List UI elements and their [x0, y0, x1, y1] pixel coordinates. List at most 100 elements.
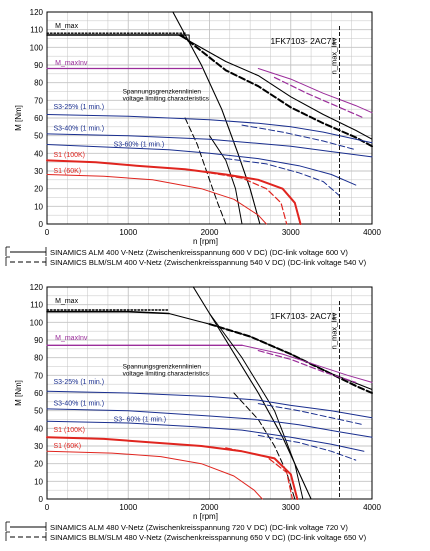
series-line-s3-60-dashed: [225, 158, 340, 197]
torque-speed-chart-top: 0 10 20 30 40 50 60 70 80 90 100 110 120 0 1000 2000 300…: [5, 8, 381, 267]
series-line-s3-40: [46, 408, 373, 438]
y-tick-label: 40: [34, 424, 43, 433]
series-line-limit-solid-b: [209, 313, 304, 500]
series-line-s1-60k: [46, 174, 267, 225]
nmaxinv-label: n_max_Inv: [330, 37, 339, 74]
s1-100k-label: S1 (100K): [54, 427, 86, 434]
s1-60k-label: S1 (60K): [54, 168, 82, 175]
y-tick-label: 110: [30, 301, 43, 310]
y-tick-label: 50: [34, 407, 43, 416]
series-line-s3-40: [46, 133, 373, 158]
series-line-s1-100k-dashed: [208, 172, 288, 225]
x-tick-label: 3000: [282, 503, 300, 512]
y-tick-label: 70: [34, 371, 43, 380]
y-tick-label: 10: [34, 202, 43, 211]
legend-text: SINAMICS BLM/SLM 400 V-Netz (Zwischenkre…: [50, 258, 367, 267]
chart-panel-top: 0 10 20 30 40 50 60 70 80 90 100 110 120 0 1000 2000 300…: [0, 0, 430, 272]
y-tick-label: 0: [39, 220, 44, 229]
y-tick-label: 10: [34, 477, 43, 486]
s3-40-label: S3-40% (1 min.): [54, 125, 105, 132]
series-line-limit-dashed: [184, 117, 227, 225]
y-tick-label: 80: [34, 79, 43, 88]
torque-speed-chart-bottom: 0 10 20 30 40 50 60 70 80 90 100 110 120 0 1000 2000 300…: [5, 283, 381, 542]
y-tick-label: 20: [34, 460, 43, 469]
legend-text: SINAMICS BLM/SLM 480 V-Netz (Zwischenkre…: [50, 533, 367, 542]
series-line-hyperbola-solid: [178, 34, 373, 140]
x-axis-label: n [rpm]: [193, 512, 218, 521]
series-line-hyperbola-dashed: [180, 34, 373, 148]
series-line-s1-100k-dashed: [225, 447, 293, 500]
legend-text: SINAMICS ALM 480 V-Netz (Zwischenkreissp…: [50, 523, 348, 532]
legend-item: [5, 256, 47, 266]
y-tick-label: 120: [30, 283, 44, 292]
y-tick-label: 100: [30, 43, 44, 52]
legend-item: [5, 521, 47, 531]
series-line-s1-60k: [46, 450, 263, 500]
voltage-limit-label-en: voltage limiting characteristics: [123, 370, 210, 377]
y-tick-label: 90: [34, 336, 43, 345]
series-line-maxinv-dashed: [257, 349, 357, 384]
y-tick-label: 60: [34, 114, 43, 123]
series-line-s3-60-dashed: [257, 434, 357, 461]
x-tick-label: 4000: [363, 228, 381, 237]
y-axis-label: M [Nm]: [14, 380, 23, 406]
series-line-s3-25: [46, 390, 373, 419]
y-tick-label: 100: [30, 318, 44, 327]
y-tick-label: 80: [34, 354, 43, 363]
legend-item: [5, 531, 47, 541]
x-tick-label: 0: [45, 228, 50, 237]
voltage-limit-label-en: voltage limiting characteristics: [123, 95, 210, 102]
legend-item: [5, 246, 47, 256]
series-line-maxinv-solid: [241, 344, 373, 383]
s1-100k-label: S1 (100K): [54, 152, 86, 159]
x-tick-label: 2000: [201, 503, 219, 512]
series-line-limit-solid: [192, 286, 312, 500]
series-line-maxinv-solid: [257, 68, 373, 114]
y-axis-label: M [Nm]: [14, 105, 23, 131]
y-tick-label: 110: [30, 26, 43, 35]
y-tick-label: 50: [34, 132, 43, 141]
series-line-limit-solid: [172, 11, 261, 225]
series-line-m-max-step: [184, 34, 190, 41]
s3-40-label: S3-40% (1 min.): [54, 400, 105, 407]
mmax-label: M_max: [55, 23, 78, 30]
series-line-s1-100k: [46, 436, 299, 500]
x-axis-label: n [rpm]: [193, 237, 218, 246]
series-line-s1-100k: [46, 159, 302, 225]
series-line-limit-dashed: [233, 392, 296, 500]
mmaxinv-label: M_maxInv: [55, 60, 88, 67]
y-tick-label: 70: [34, 96, 43, 105]
nmaxinv-label: n_max_Inv: [330, 312, 339, 349]
x-tick-label: 1000: [119, 228, 137, 237]
y-tick-label: 20: [34, 185, 43, 194]
voltage-limit-label-de: Spannungsgrenzkennlinien: [123, 363, 202, 370]
series-line-m-max: [46, 310, 170, 315]
y-tick-label: 120: [30, 8, 44, 17]
s3-25-label: S3-25% (1 min.): [54, 104, 105, 111]
y-tick-label: 60: [34, 389, 43, 398]
x-tick-label: 3000: [282, 228, 300, 237]
chart-panel-bottom: 0 10 20 30 40 50 60 70 80 90 100 110 120 0 1000 2000 300…: [0, 275, 430, 551]
x-tick-label: 4000: [363, 503, 381, 512]
y-tick-label: 40: [34, 149, 43, 158]
s3-60-label: S3-60% (1 min.): [114, 141, 165, 148]
legend-text: SINAMICS ALM 400 V-Netz (Zwischenkreissp…: [50, 248, 348, 257]
series-line-s3-25: [46, 114, 373, 144]
s3-60-label: S3- 60% (1 min.): [114, 416, 167, 423]
x-tick-label: 1000: [119, 503, 137, 512]
plot-frame: [46, 11, 373, 225]
y-tick-label: 30: [34, 167, 43, 176]
series-line-s3-60: [46, 420, 365, 452]
series-line-s3-25-dashed: [257, 403, 365, 426]
model-label: 1FK7103- 2AC71: [270, 36, 336, 46]
mmax-label: M_max: [55, 298, 78, 305]
mmaxinv-label: M_maxInv: [55, 335, 88, 342]
voltage-limit-label-de: Spannungsgrenzkennlinien: [123, 88, 202, 95]
series-line-maxinv-dashed: [273, 76, 365, 119]
y-tick-label: 90: [34, 61, 43, 70]
model-label: 1FK7103- 2AC71: [270, 311, 336, 321]
y-tick-label: 30: [34, 442, 43, 451]
y-tick-label: 0: [39, 495, 44, 504]
series-line-s3-60: [46, 144, 357, 186]
